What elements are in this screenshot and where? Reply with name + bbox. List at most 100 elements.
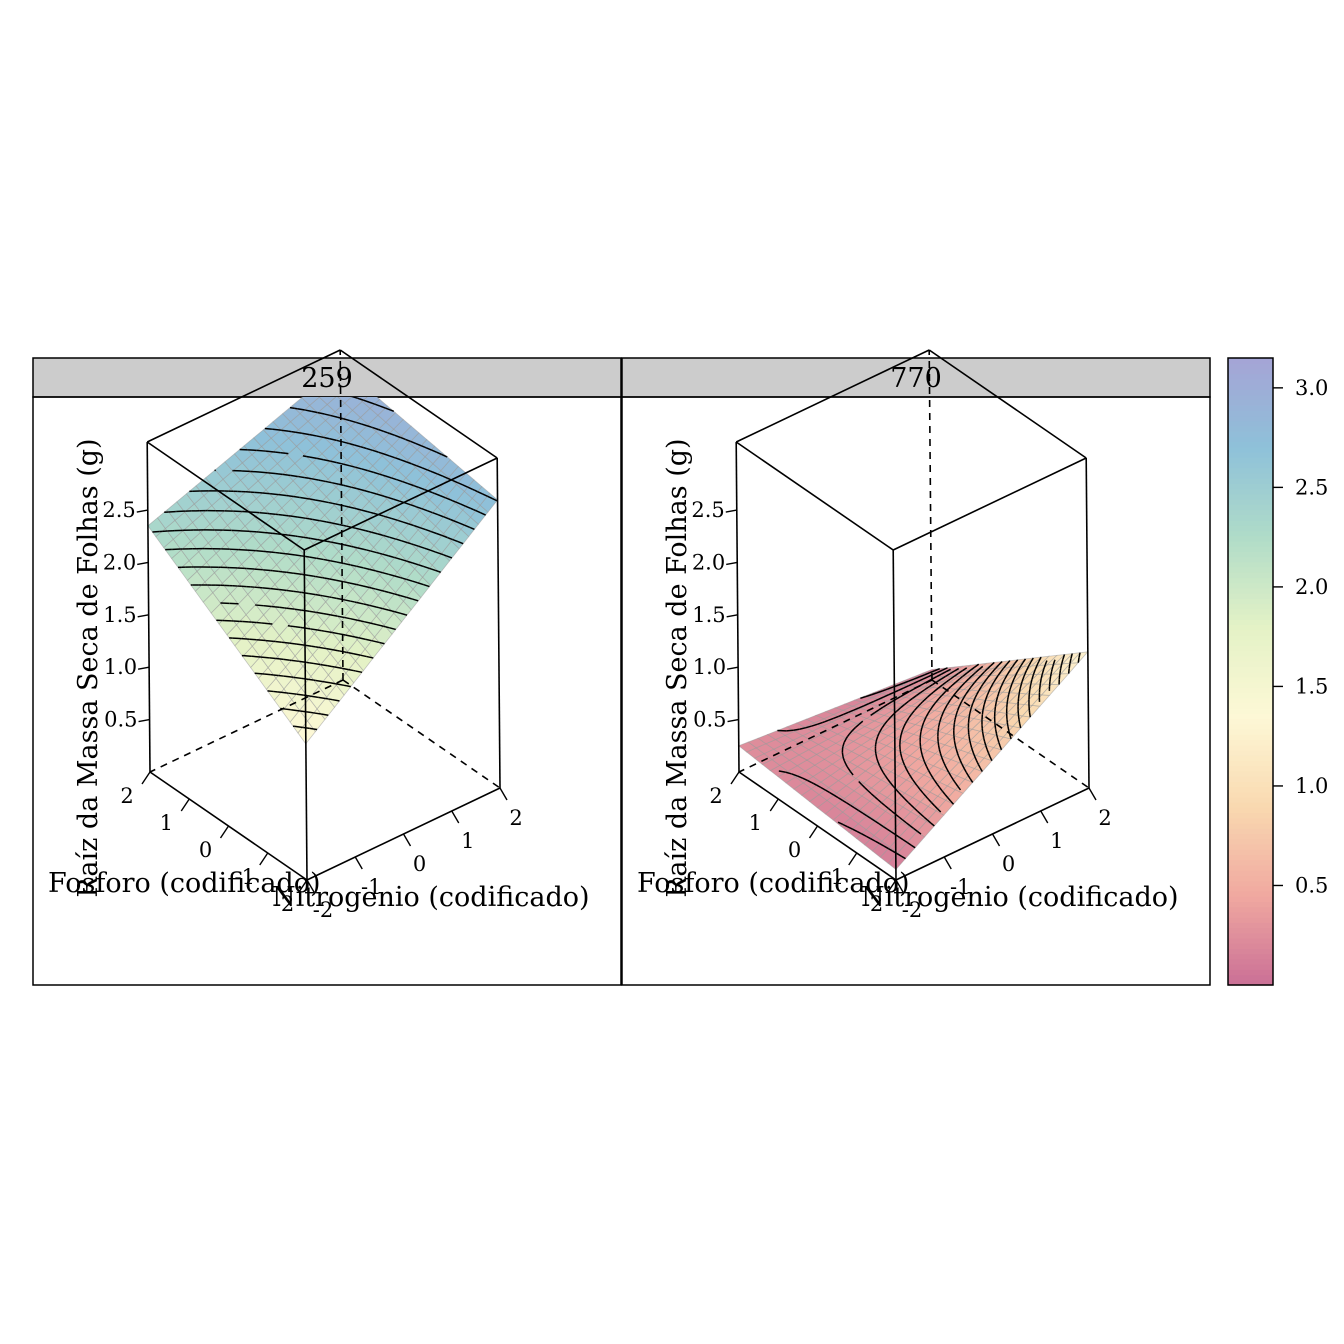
contour-line bbox=[363, 548, 367, 551]
contour-line bbox=[348, 506, 356, 510]
y-tick-mark bbox=[259, 852, 269, 866]
contour-line bbox=[904, 798, 909, 803]
contour-line bbox=[290, 625, 296, 628]
contour-line bbox=[959, 760, 963, 764]
contour-line bbox=[280, 691, 287, 694]
contour-line bbox=[309, 433, 314, 436]
contour-line bbox=[936, 678, 942, 683]
contour-line bbox=[439, 494, 446, 499]
contour-line bbox=[324, 413, 330, 416]
contour-line bbox=[363, 489, 371, 493]
contour-line bbox=[846, 733, 850, 737]
contour-line bbox=[785, 771, 792, 775]
contour-line bbox=[973, 672, 976, 675]
contour-line bbox=[1059, 664, 1063, 669]
color-key-swatch bbox=[1228, 467, 1273, 474]
contour-line bbox=[367, 469, 374, 474]
contour-line bbox=[319, 479, 326, 483]
contour-line bbox=[879, 765, 882, 770]
contour-line bbox=[450, 518, 455, 522]
contour-line bbox=[406, 596, 412, 600]
contour-line bbox=[852, 828, 858, 833]
contour-line bbox=[1032, 669, 1036, 675]
contour-line bbox=[1078, 652, 1081, 658]
contour-line bbox=[400, 576, 404, 580]
contour-line bbox=[457, 482, 464, 486]
contour-line bbox=[950, 775, 954, 781]
contour-line bbox=[419, 526, 426, 531]
z-tick-mark bbox=[725, 509, 737, 513]
contour-line bbox=[302, 432, 310, 436]
color-key-swatch bbox=[1228, 702, 1273, 709]
contour-line bbox=[304, 476, 310, 480]
contour-line bbox=[358, 528, 366, 532]
contour-line bbox=[388, 555, 394, 558]
contour-line bbox=[339, 523, 344, 527]
contour-line bbox=[884, 804, 889, 810]
contour-line bbox=[317, 411, 325, 415]
color-key-swatch bbox=[1228, 843, 1273, 850]
contour-line bbox=[964, 681, 966, 684]
hidden-box-edge bbox=[928, 349, 933, 681]
contour-line bbox=[356, 583, 360, 586]
contour-line bbox=[1043, 664, 1046, 668]
contour-line bbox=[995, 664, 1000, 669]
color-key-swatch bbox=[1228, 619, 1273, 626]
contour-line bbox=[275, 640, 282, 643]
contour-line bbox=[884, 775, 889, 780]
y-tick-label: 1 bbox=[749, 811, 762, 835]
contour-line bbox=[331, 596, 337, 600]
contour-line bbox=[306, 661, 310, 664]
y-tick-label: -1 bbox=[824, 865, 844, 889]
color-key-swatch bbox=[1228, 812, 1273, 819]
contour-line bbox=[330, 414, 338, 418]
z-tick-label: 1.5 bbox=[692, 603, 725, 627]
contour-line bbox=[932, 702, 936, 707]
contour-line bbox=[355, 670, 363, 674]
contour-line bbox=[934, 780, 938, 785]
contour-line bbox=[343, 524, 347, 527]
contour-line bbox=[288, 692, 297, 695]
contour-line bbox=[884, 774, 887, 777]
contour-line bbox=[486, 495, 493, 500]
contour-line bbox=[977, 675, 982, 680]
contour-line bbox=[298, 475, 305, 479]
contour-line bbox=[890, 713, 895, 718]
z-tick-mark bbox=[727, 718, 739, 723]
y-tick-label: 2 bbox=[120, 784, 133, 808]
contour-line bbox=[343, 598, 351, 602]
y-tick-label: -2 bbox=[274, 892, 294, 916]
contour-line bbox=[970, 703, 974, 709]
contour-line bbox=[900, 855, 906, 860]
contour-line bbox=[436, 532, 443, 537]
contour-line bbox=[264, 427, 272, 430]
color-key-swatch bbox=[1228, 922, 1273, 929]
contour-line bbox=[315, 575, 323, 579]
color-key-swatch bbox=[1228, 953, 1273, 960]
x-tick-label: -2 bbox=[902, 898, 922, 922]
contour-line bbox=[877, 761, 881, 766]
contour-line bbox=[320, 520, 327, 523]
contour-line bbox=[309, 498, 316, 501]
box-edge bbox=[1085, 457, 1090, 789]
contour-line bbox=[248, 449, 257, 452]
contour-line bbox=[948, 678, 951, 681]
contour-line bbox=[400, 594, 407, 599]
contour-line bbox=[438, 570, 441, 573]
contour-line bbox=[920, 727, 923, 732]
contour-line bbox=[824, 719, 829, 723]
contour-line bbox=[344, 616, 350, 620]
contour-line bbox=[435, 551, 442, 555]
contour-line bbox=[865, 835, 872, 840]
contour-line bbox=[264, 622, 271, 625]
contour-line bbox=[950, 800, 955, 805]
contour-line bbox=[313, 662, 321, 666]
box-edge bbox=[892, 549, 897, 881]
color-key-swatch bbox=[1228, 807, 1273, 814]
contour-line bbox=[1059, 669, 1062, 674]
contour-line bbox=[970, 744, 973, 748]
contour-line bbox=[1050, 668, 1053, 672]
contour-line bbox=[270, 492, 279, 496]
color-key-swatch bbox=[1228, 979, 1273, 986]
box-edge bbox=[735, 349, 930, 443]
